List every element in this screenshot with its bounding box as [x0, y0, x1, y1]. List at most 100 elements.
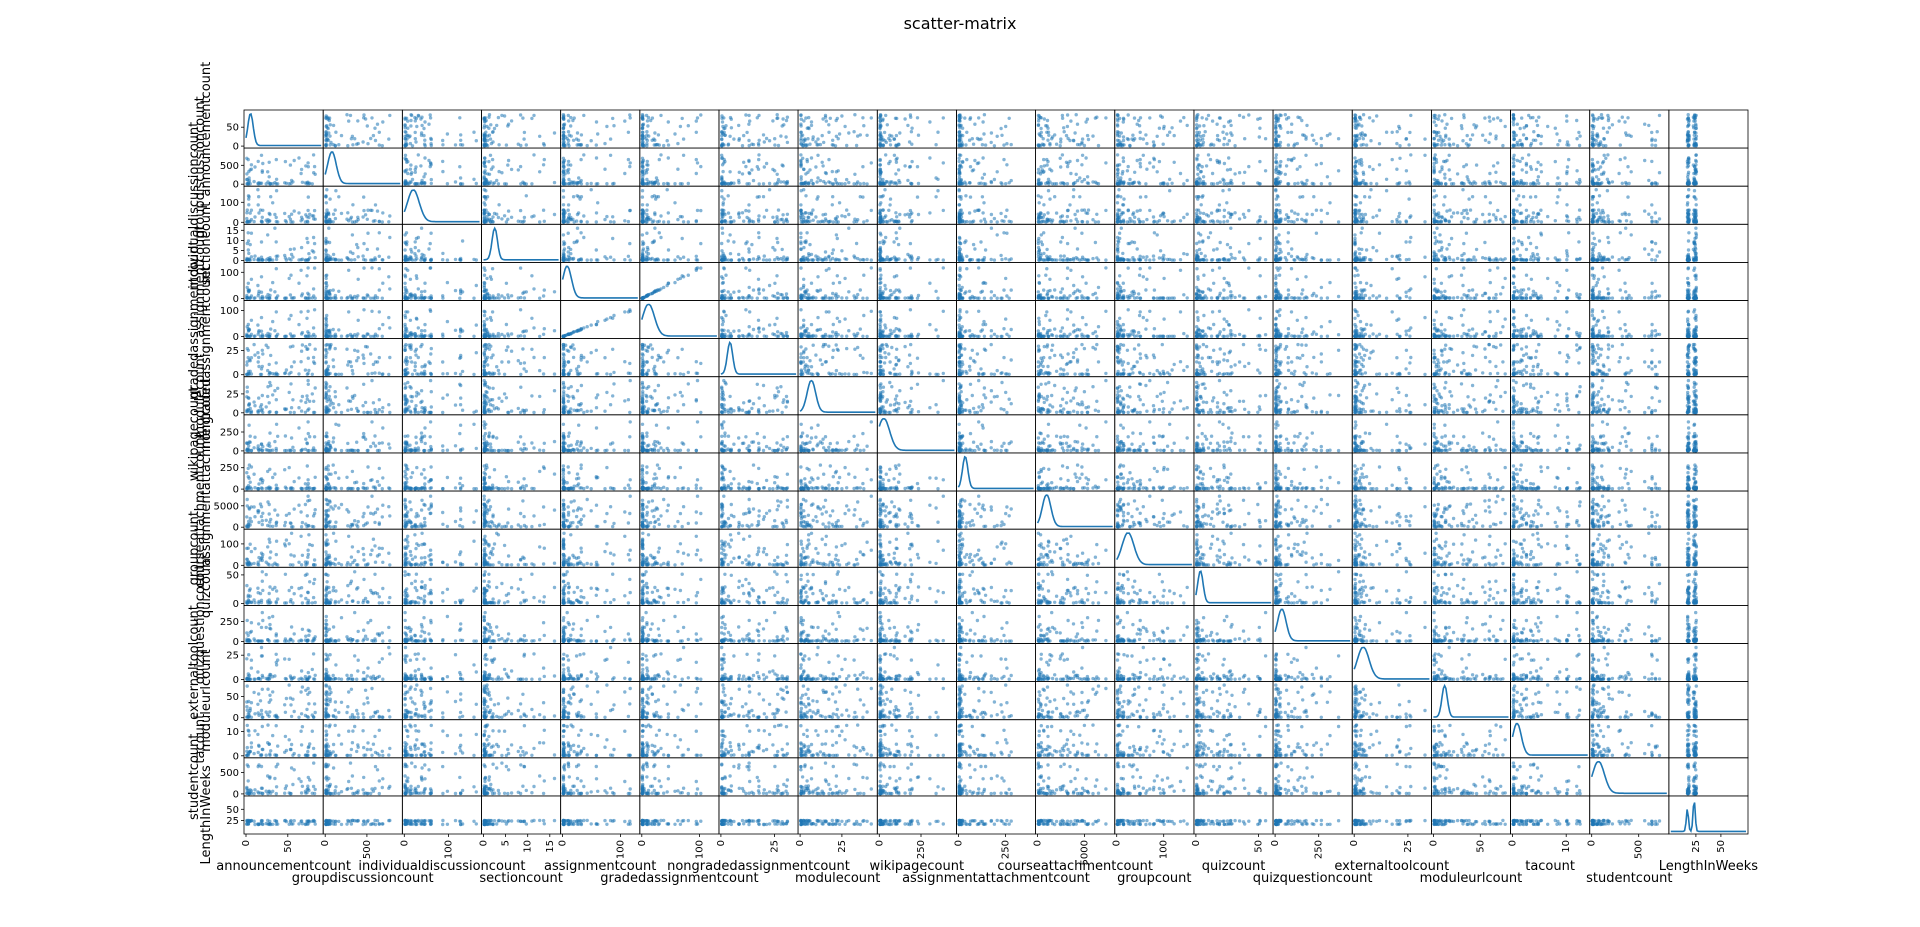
scatter-point — [681, 182, 684, 185]
scatter-point — [831, 203, 834, 206]
scatter-point — [738, 216, 741, 219]
scatter-point — [1530, 168, 1533, 171]
scatter-point — [1207, 236, 1210, 239]
scatter-point — [366, 248, 369, 251]
scatter-point — [1489, 201, 1492, 204]
scatter-point — [1068, 203, 1071, 206]
scatter-point — [1512, 164, 1515, 167]
scatter-point — [1407, 143, 1410, 146]
scatter-point — [727, 182, 730, 185]
scatter-point — [1117, 182, 1120, 185]
scatter-point — [1433, 178, 1436, 181]
scatter-point — [1575, 137, 1578, 140]
scatter-point — [878, 195, 881, 198]
scatter-point — [1567, 158, 1570, 161]
scatter-point — [366, 124, 369, 127]
scatter-point — [1276, 239, 1279, 242]
scatter-point — [1512, 161, 1515, 164]
scatter-point — [1228, 258, 1231, 261]
scatter-point — [1440, 220, 1443, 223]
scatter-point — [351, 143, 354, 146]
scatter-point — [653, 227, 656, 230]
scatter-point — [586, 182, 589, 185]
scatter-point — [1362, 179, 1365, 182]
scatter-point — [720, 242, 723, 245]
scatter-point — [1076, 247, 1079, 250]
scatter-point — [562, 203, 565, 206]
scatter-point — [1687, 120, 1690, 123]
scatter-point — [729, 116, 732, 119]
scatter-point — [1229, 216, 1232, 219]
scatter-point — [1076, 209, 1079, 212]
panel-sectioncount-vs-announcementcount — [244, 224, 323, 262]
scatter-point — [1565, 114, 1568, 117]
scatter-point — [673, 258, 676, 261]
scatter-point — [1320, 258, 1323, 261]
scatter-point — [1200, 203, 1203, 206]
scatter-point — [1658, 171, 1661, 174]
scatter-point — [910, 254, 913, 257]
scatter-point — [1047, 189, 1050, 192]
scatter-point — [879, 132, 882, 135]
scatter-point — [1290, 209, 1293, 212]
scatter-point — [569, 216, 572, 219]
scatter-point — [306, 220, 309, 223]
scatter-point — [687, 124, 690, 127]
scatter-point — [1296, 168, 1299, 171]
scatter-point — [782, 220, 785, 223]
scatter-point — [472, 178, 475, 181]
scatter-point — [762, 195, 765, 198]
scatter-point — [909, 209, 912, 212]
scatter-point — [1136, 159, 1139, 162]
scatter-point — [441, 258, 444, 261]
scatter-point — [1081, 154, 1084, 157]
scatter-point — [1084, 258, 1087, 261]
scatter-point — [257, 195, 260, 198]
scatter-point — [1242, 116, 1245, 119]
scatter-point — [1059, 137, 1062, 140]
scatter-point — [1444, 135, 1447, 138]
scatter-point — [737, 258, 740, 261]
scatter-point — [1529, 195, 1532, 198]
scatter-point — [493, 127, 496, 130]
panel-sectioncount-vs-assignmentattachmentcount — [956, 224, 1035, 262]
scatter-point — [804, 116, 807, 119]
scatter-point — [1142, 256, 1145, 259]
scatter-point — [662, 220, 665, 223]
scatter-point — [289, 163, 292, 166]
scatter-point — [641, 164, 644, 167]
scatter-point — [381, 120, 384, 123]
scatter-point — [1521, 144, 1524, 147]
scatter-point — [1158, 127, 1161, 130]
scatter-point — [819, 220, 822, 223]
scatter-point — [879, 232, 882, 235]
scatter-point — [1474, 258, 1477, 261]
scatter-point — [446, 182, 449, 185]
scatter-point — [325, 258, 328, 261]
scatter-point — [337, 195, 340, 198]
scatter-point — [563, 247, 566, 250]
scatter-point — [1042, 231, 1045, 234]
scatter-point — [1144, 195, 1147, 198]
scatter-point — [332, 220, 335, 223]
scatter-point — [741, 172, 744, 175]
scatter-point — [758, 139, 761, 142]
scatter-point — [1320, 144, 1323, 147]
panel-frame — [640, 148, 719, 186]
scatter-point — [1359, 182, 1362, 185]
scatter-point — [325, 188, 328, 191]
scatter-point — [757, 255, 760, 258]
scatter-point — [1002, 158, 1005, 161]
scatter-point — [1219, 220, 1222, 223]
scatter-point — [892, 219, 895, 222]
scatter-point — [786, 213, 789, 216]
scatter-point — [1371, 119, 1374, 122]
scatter-point — [1274, 182, 1277, 185]
scatter-point — [1047, 178, 1050, 181]
scatter-point — [887, 209, 890, 212]
scatter-point — [748, 119, 751, 122]
scatter-point — [1496, 209, 1499, 212]
scatter-point — [1371, 216, 1374, 219]
scatter-point — [883, 216, 886, 219]
